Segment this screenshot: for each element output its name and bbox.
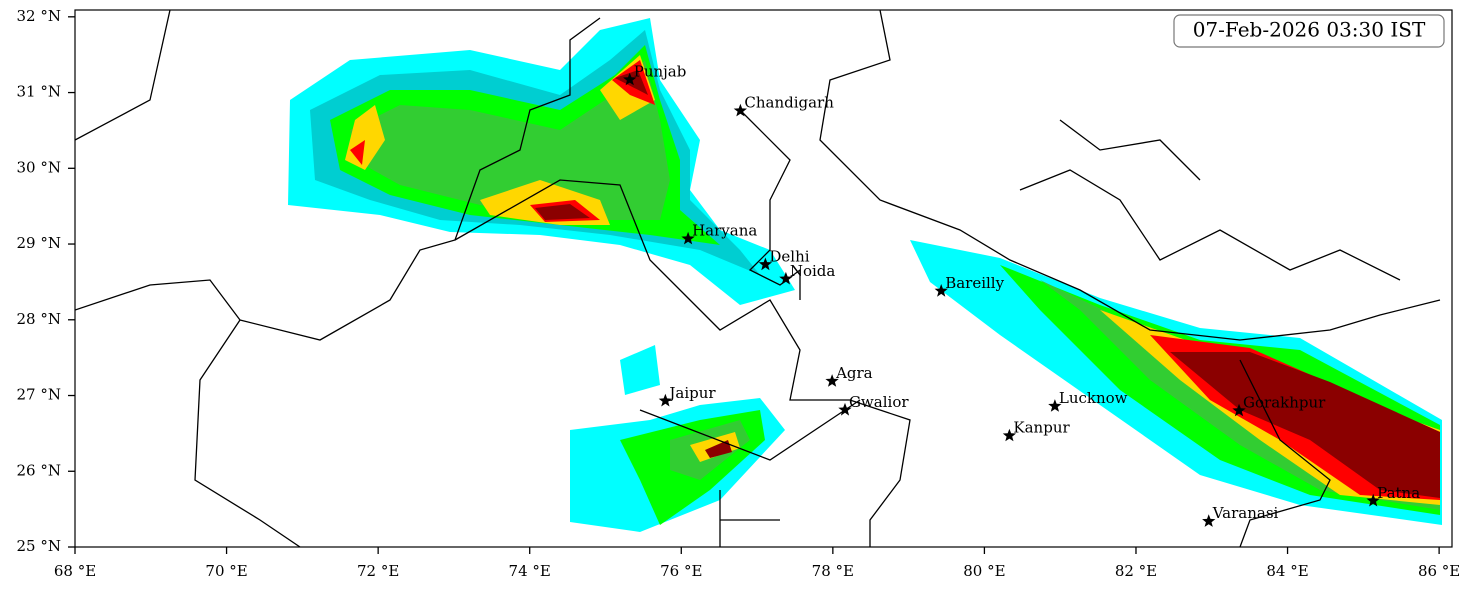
city-label: Lucknow bbox=[1059, 389, 1128, 407]
border bbox=[819, 10, 1441, 341]
y-tick-label: 29 °N bbox=[17, 234, 61, 252]
city-marker bbox=[1048, 399, 1062, 412]
y-tick-label: 27 °N bbox=[17, 386, 61, 404]
y-tick-label: 30 °N bbox=[17, 158, 61, 176]
x-tick-label: 84 °E bbox=[1266, 562, 1308, 580]
city-label: Kanpur bbox=[1013, 419, 1070, 437]
x-tick-label: 82 °E bbox=[1115, 562, 1157, 580]
city-label: Varanasi bbox=[1212, 504, 1279, 522]
x-tick-label: 78 °E bbox=[812, 562, 854, 580]
rain-darkred bbox=[1170, 352, 1440, 498]
x-tick-label: 74 °E bbox=[509, 562, 551, 580]
rain-darkred bbox=[705, 440, 732, 458]
city-label: Gwalior bbox=[849, 393, 909, 411]
city-marker bbox=[779, 271, 793, 285]
city-marker bbox=[681, 231, 695, 245]
precipitation-field bbox=[288, 18, 1442, 532]
timestamp: 07-Feb-2026 03:30 IST bbox=[1193, 18, 1426, 42]
y-tick-label: 26 °N bbox=[17, 461, 61, 479]
city-marker bbox=[1002, 428, 1017, 442]
city-marker bbox=[1202, 514, 1216, 527]
x-tick-label: 68 °E bbox=[54, 562, 96, 580]
border bbox=[1019, 119, 1401, 547]
city-marker bbox=[733, 103, 747, 117]
border bbox=[239, 17, 601, 341]
city-marker bbox=[825, 374, 839, 387]
city-label: Haryana bbox=[692, 222, 757, 240]
borders bbox=[75, 10, 1441, 547]
city-marker bbox=[838, 402, 852, 416]
city-label: Bareilly bbox=[945, 274, 1004, 292]
city-label: Jaipur bbox=[667, 384, 716, 402]
y-tick-label: 31 °N bbox=[17, 83, 61, 101]
rain-darkred bbox=[535, 70, 648, 220]
x-tick-label: 72 °E bbox=[357, 562, 399, 580]
x-tick-label: 70 °E bbox=[205, 562, 247, 580]
plot-frame bbox=[74, 9, 1453, 548]
city-marker bbox=[1366, 493, 1380, 507]
city-marker bbox=[934, 284, 948, 297]
map-layer: 68 °E 70 °E 72 °E 74 °E 76 °E 78 °E 80 °E 82 °E… bbox=[17, 7, 1461, 580]
x-tick-label: 86 °E bbox=[1418, 562, 1460, 580]
x-tick-label: 80 °E bbox=[963, 562, 1005, 580]
border bbox=[75, 10, 301, 547]
city-marker bbox=[1232, 403, 1246, 417]
city-label: Noida bbox=[790, 262, 836, 280]
border bbox=[454, 179, 911, 547]
city-label: Gorakhpur bbox=[1243, 394, 1326, 412]
timestamp-box bbox=[1173, 14, 1445, 48]
city-label: Delhi bbox=[769, 247, 809, 265]
city-marker bbox=[758, 257, 773, 271]
y-tick-label: 28 °N bbox=[17, 310, 61, 328]
rain-green bbox=[350, 60, 670, 220]
x-tick-label: 76 °E bbox=[660, 562, 702, 580]
y-tick-label: 32 °N bbox=[17, 7, 61, 25]
city-marker bbox=[623, 72, 637, 86]
city-label: Punjab bbox=[634, 63, 687, 81]
city-label: Chandigarh bbox=[744, 94, 834, 112]
city-label: Agra bbox=[835, 364, 873, 382]
y-tick-label: 25 °N bbox=[17, 537, 61, 555]
city-marker bbox=[658, 393, 672, 407]
border bbox=[739, 109, 801, 300]
city-label: Patna bbox=[1377, 484, 1420, 502]
